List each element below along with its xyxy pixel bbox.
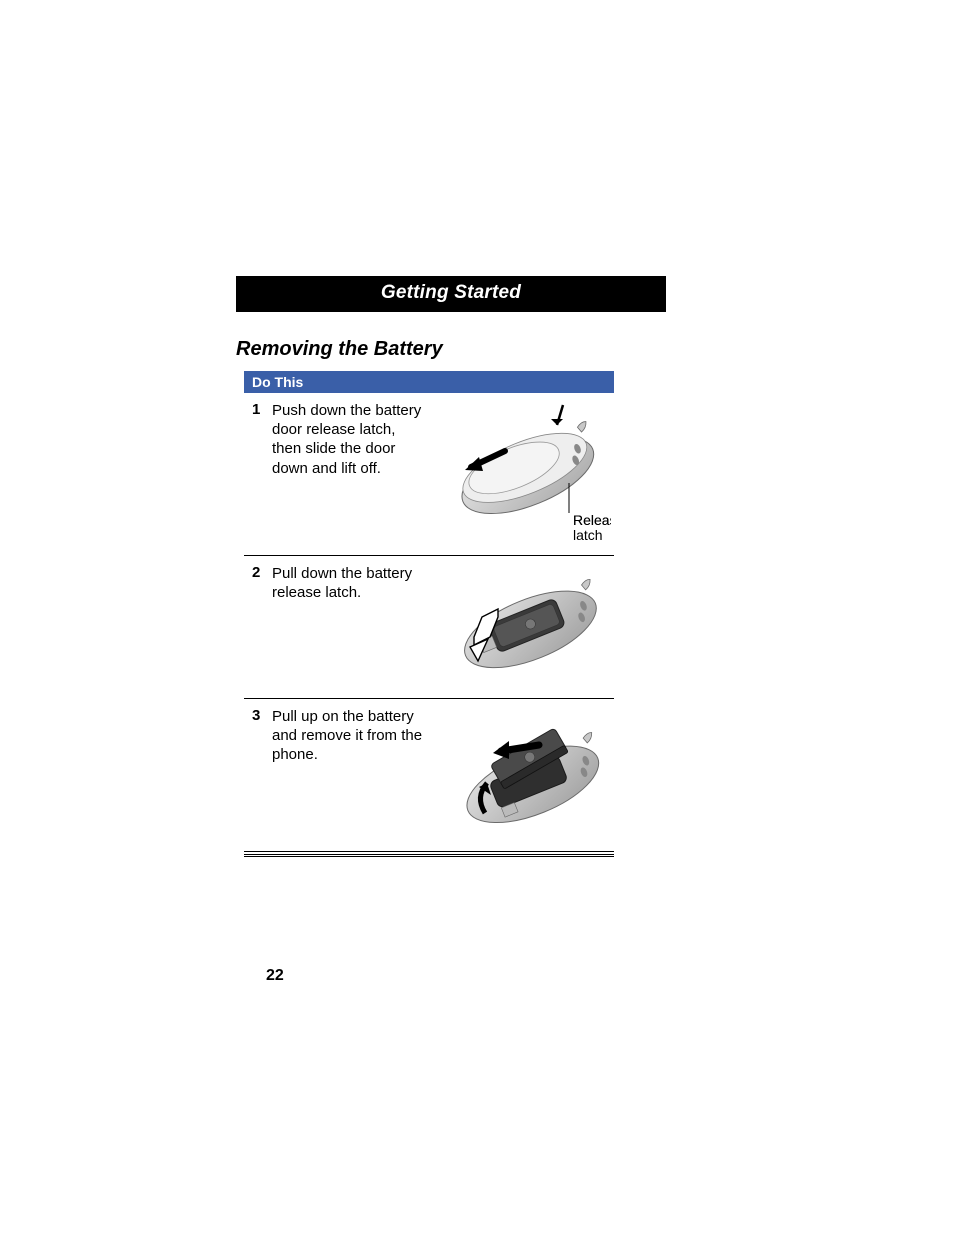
page-number: 22	[266, 967, 284, 985]
table-header-cell: Do This	[244, 371, 614, 393]
svg-text:Releaselatch: Releaselatch	[573, 512, 611, 543]
arrow-down-icon	[551, 405, 563, 425]
table-row: 3 Pull up on the battery and remove it f…	[244, 699, 614, 852]
chapter-title: Getting Started	[381, 282, 521, 303]
phone-illustration-3	[435, 705, 611, 845]
step-illustration: Release latch Releaselatch	[432, 393, 614, 556]
phone-illustration-2	[435, 562, 611, 692]
chapter-title-bar: Getting Started	[236, 276, 666, 312]
step-number: 3	[244, 699, 272, 852]
step-text: Pull up on the battery and remove it fro…	[272, 699, 432, 852]
table-row: 1 Push down the battery door release lat…	[244, 393, 614, 556]
step-text: Pull down the battery release latch.	[272, 556, 432, 699]
section-title: Removing the Battery	[236, 338, 666, 361]
step-illustration	[432, 556, 614, 699]
step-illustration	[432, 699, 614, 852]
table-footer-rule	[244, 852, 614, 856]
procedure-table: Do This 1 Push down the battery door rel…	[244, 371, 614, 857]
table-row: 2 Pull down the battery release latch.	[244, 556, 614, 699]
manual-page: Getting Started Removing the Battery Do …	[0, 0, 954, 1235]
step-number: 1	[244, 393, 272, 556]
phone-illustration-1: Release latch Releaselatch	[435, 399, 611, 549]
table-header-row: Do This	[244, 371, 614, 393]
step-number: 2	[244, 556, 272, 699]
content-block: Getting Started Removing the Battery Do …	[236, 276, 666, 857]
step-text: Push down the battery door release latch…	[272, 393, 432, 556]
